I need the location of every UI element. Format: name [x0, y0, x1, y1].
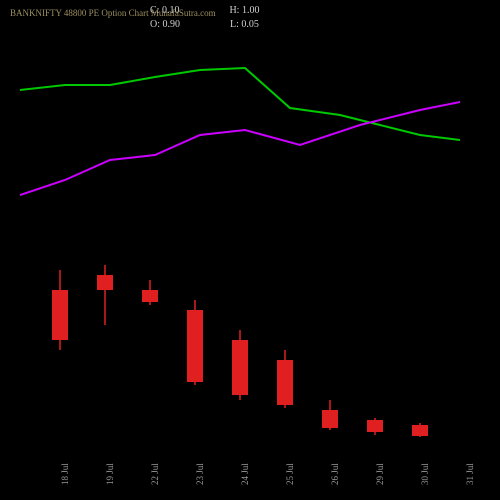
x-axis-label: 29 Jul: [375, 463, 385, 485]
ohlc-close: C: 0.10: [150, 4, 179, 18]
chart-svg: [20, 30, 460, 440]
x-axis-label: 19 Jul: [105, 463, 115, 485]
x-axis-label: 26 Jul: [330, 463, 340, 485]
x-axis-label: 24 Jul: [240, 463, 250, 485]
x-axis-label: 23 Jul: [195, 463, 205, 485]
x-axis-label: 22 Jul: [150, 463, 160, 485]
x-axis-label: 25 Jul: [285, 463, 295, 485]
x-axis-label: 30 Jul: [420, 463, 430, 485]
ohlc-high: H: 1.00: [229, 4, 259, 18]
ohlc-display: C: 0.10 H: 1.00 O: 0.90 L: 0.05: [150, 4, 259, 32]
x-axis-label: 18 Jul: [60, 463, 70, 485]
chart-canvas: [20, 30, 460, 440]
x-axis-label: 31 Jul: [465, 463, 475, 485]
x-axis-labels: 18 Jul 19 Jul 22 Jul 23 Jul 24 Jul 25 Jul 26 J…: [20, 445, 460, 490]
